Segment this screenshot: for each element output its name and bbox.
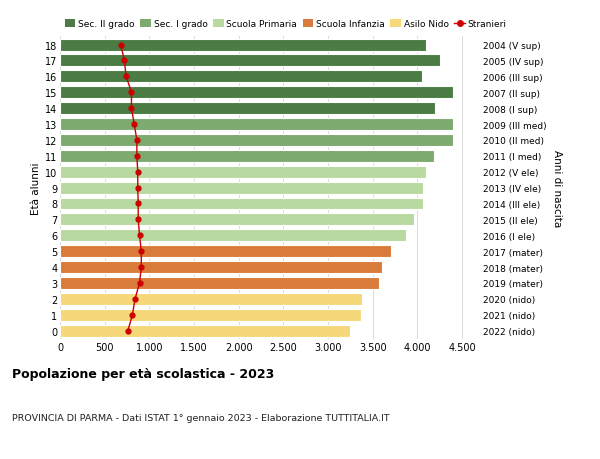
Bar [60,309,361,321]
Bar [60,262,382,274]
Bar [60,325,350,337]
Y-axis label: Anni di nascita: Anni di nascita [552,150,562,227]
Bar [60,198,423,210]
Bar [60,277,379,289]
Bar [60,56,440,67]
Bar [60,293,362,305]
Bar [60,39,427,51]
Bar [60,134,453,146]
Bar [60,246,391,257]
Text: PROVINCIA DI PARMA - Dati ISTAT 1° gennaio 2023 - Elaborazione TUTTITALIA.IT: PROVINCIA DI PARMA - Dati ISTAT 1° genna… [12,413,389,422]
Bar [60,230,406,242]
Legend: Sec. II grado, Sec. I grado, Scuola Primaria, Scuola Infanzia, Asilo Nido, Stran: Sec. II grado, Sec. I grado, Scuola Prim… [65,20,507,29]
Bar [60,103,436,115]
Text: Popolazione per età scolastica - 2023: Popolazione per età scolastica - 2023 [12,367,274,380]
Y-axis label: Età alunni: Età alunni [31,162,41,214]
Bar [60,151,434,162]
Bar [60,214,414,226]
Bar [60,87,453,99]
Bar [60,166,427,178]
Bar [60,71,422,83]
Bar [60,182,423,194]
Bar [60,119,453,131]
